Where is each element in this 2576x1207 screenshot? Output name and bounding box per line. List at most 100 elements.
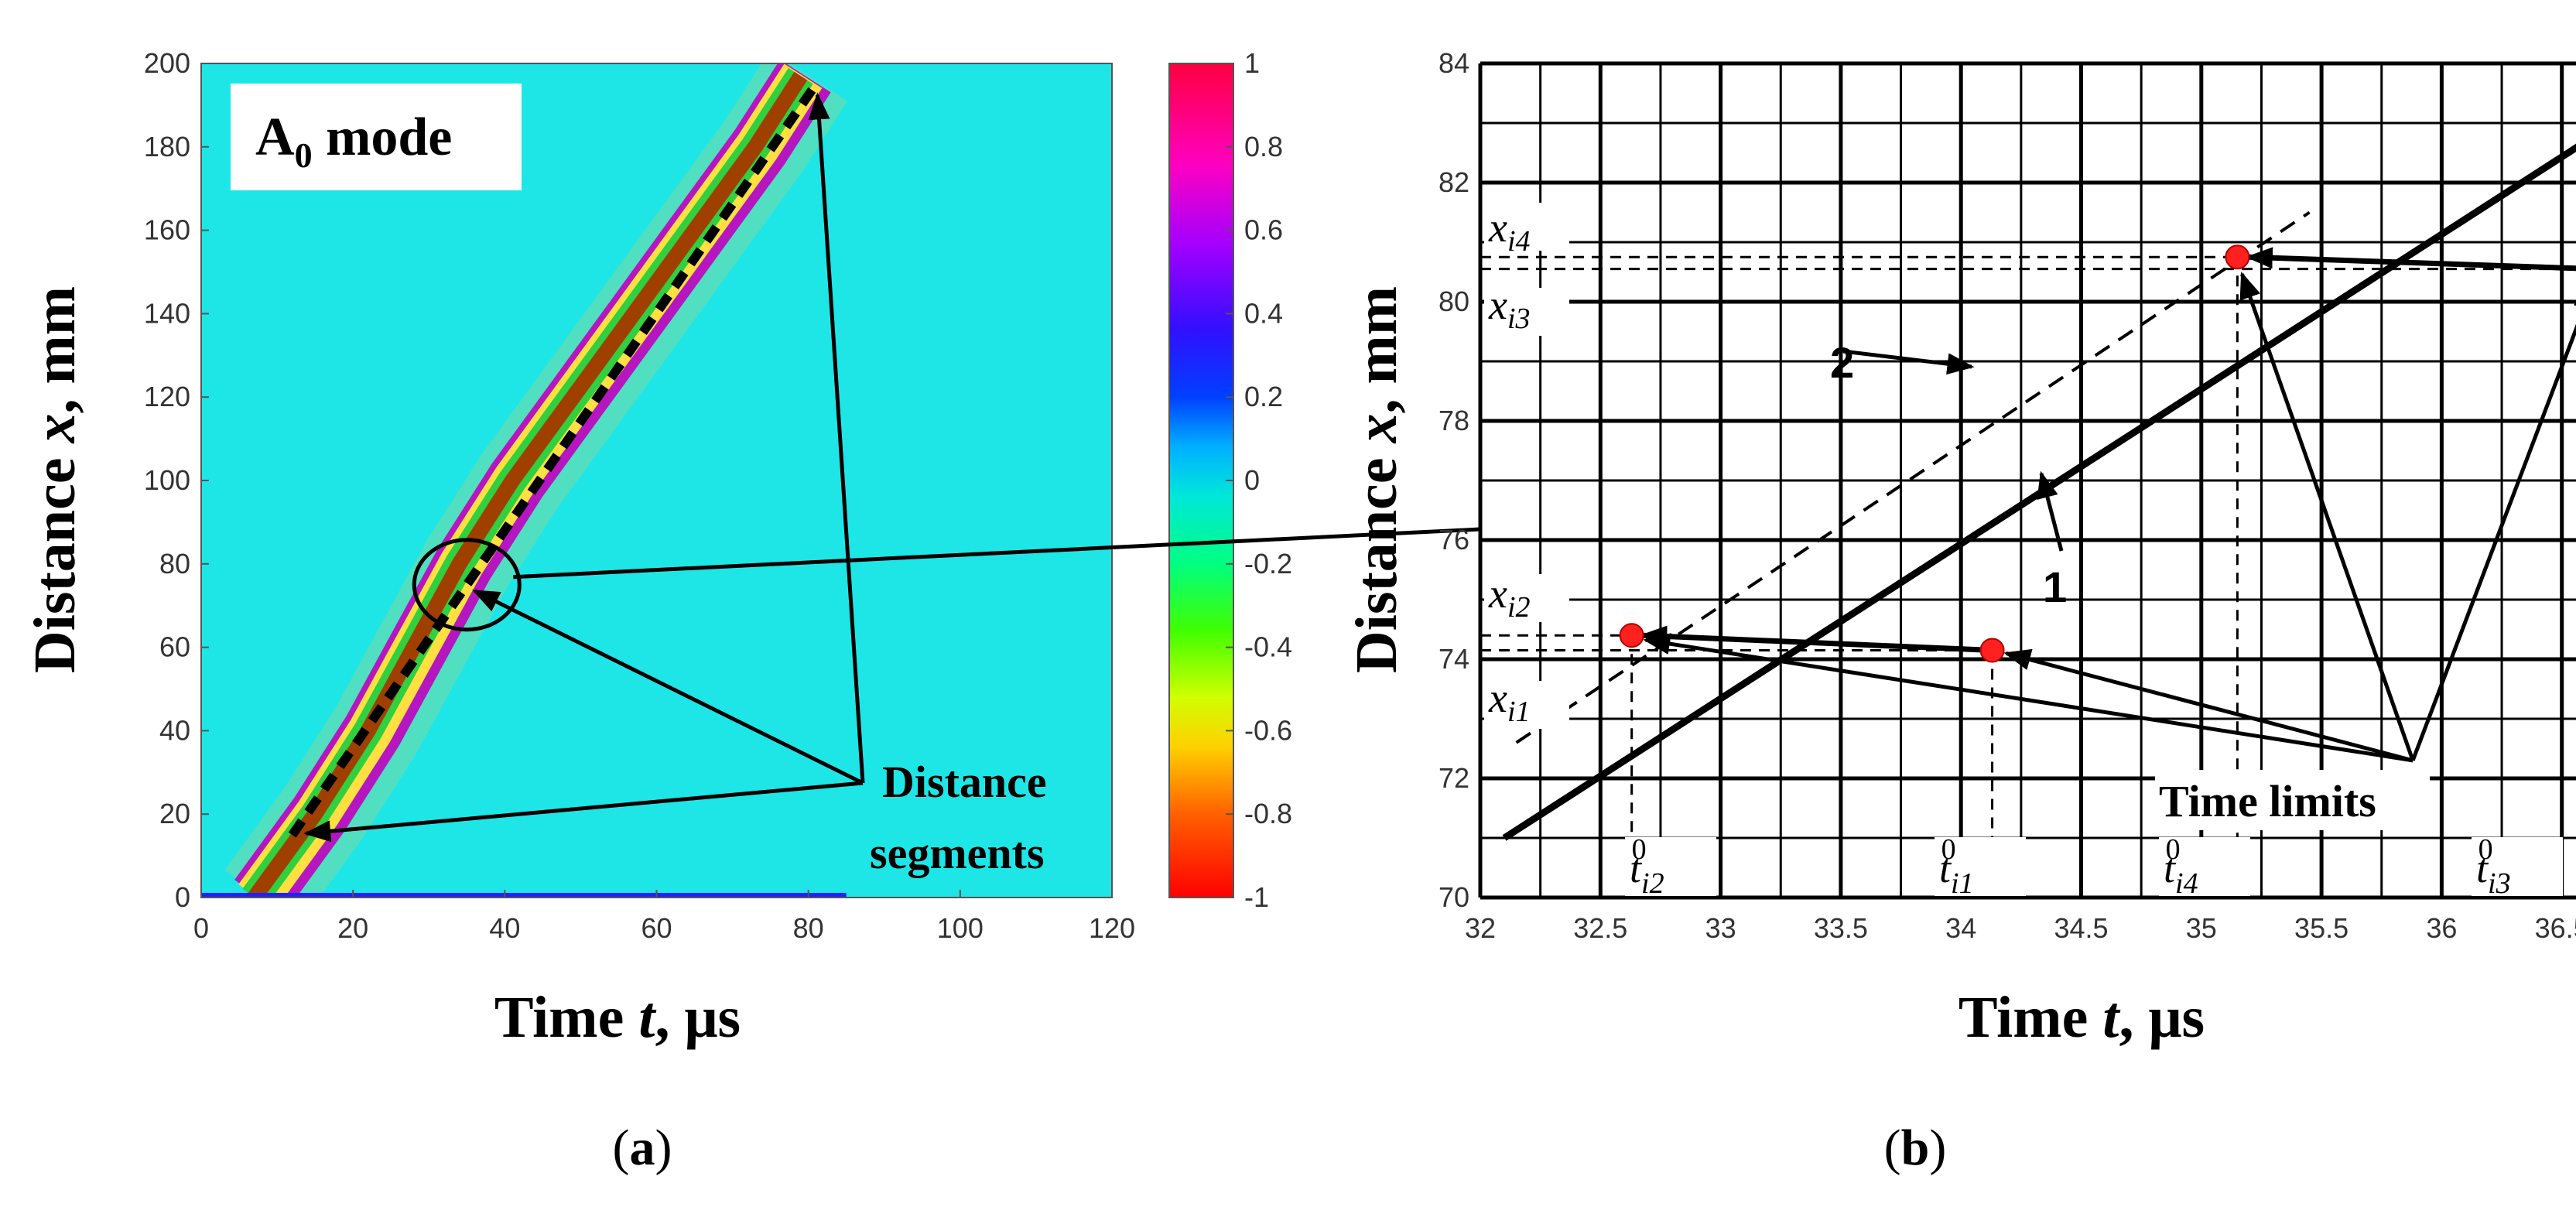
series-lines bbox=[1502, 143, 2576, 841]
arrow-limits-to-i2 bbox=[1643, 633, 2414, 763]
mode-label: A0 mode bbox=[255, 108, 452, 175]
y-tick-label-b: 76 bbox=[1439, 524, 1469, 556]
y-tick-label-b: 84 bbox=[1439, 47, 1469, 79]
series-line-1 bbox=[1502, 143, 2576, 841]
colorbar-tick-label: -0.6 bbox=[1244, 714, 1292, 746]
y-tick-label-a: 100 bbox=[144, 464, 190, 496]
arrow-to-bottom-segment bbox=[303, 781, 864, 843]
y-tick-label-b: 82 bbox=[1439, 166, 1469, 198]
distance-segments-line1: Distance bbox=[882, 757, 1047, 807]
label-x-i4: xi4 bbox=[1488, 204, 1531, 258]
y-tick-label-a: 60 bbox=[159, 631, 190, 663]
x-tick-label-a: 40 bbox=[489, 912, 520, 944]
annotation-arrows-a bbox=[303, 92, 865, 843]
colorbar-tick-label: 0.8 bbox=[1244, 131, 1283, 162]
arrow-to-mid-segment bbox=[472, 589, 864, 785]
label-x-i1: xi1 bbox=[1488, 675, 1531, 728]
y-axis-label-b: Distance x, mm bbox=[1344, 286, 1409, 673]
t-limit-labels: ti20 ti10 ti40 ti30 bbox=[1625, 833, 2563, 900]
y-tick-label-b: 70 bbox=[1439, 881, 1469, 913]
colorbar-tick-label: -0.4 bbox=[1244, 631, 1292, 663]
y-axis-ticks-a: 0 20 40 60 80 100 120 140 160 180 200 bbox=[144, 47, 209, 913]
label-t-i2: ti20 bbox=[1630, 833, 1664, 900]
x-tick-label-a: 0 bbox=[193, 912, 209, 944]
x-tick-label-a: 20 bbox=[337, 912, 368, 944]
line-label-1: 1 bbox=[2043, 562, 2067, 611]
y-tick-label-a: 120 bbox=[144, 381, 190, 412]
label-t-i4: ti40 bbox=[2164, 833, 2198, 900]
grid-b bbox=[1478, 61, 2576, 900]
limit-point-i2 bbox=[1619, 623, 1644, 648]
arrow-label-1 bbox=[2037, 470, 2064, 552]
x-tick-label-b: 33.5 bbox=[1814, 912, 1868, 944]
colorbar bbox=[1168, 63, 1234, 898]
y-tick-label-a: 180 bbox=[144, 131, 190, 162]
line-label-2: 2 bbox=[1830, 338, 1854, 387]
colorbar-ticks: 1 0.8 0.6 0.4 0.2 0 -0.2 -0.4 -0.6 -0.8 -1 bbox=[1226, 47, 1292, 913]
x-axis-label-a: Time t, μs bbox=[494, 985, 741, 1050]
y-tick-label-a: 20 bbox=[159, 798, 190, 829]
label-t-i3: ti30 bbox=[2476, 833, 2511, 900]
y-tick-label-b: 74 bbox=[1439, 643, 1469, 675]
panel-b: 70 72 74 76 78 80 82 84 32 32.5 33 33.5 34 34.5 35 35.… bbox=[1344, 47, 2576, 1176]
x-tick-label-a: 80 bbox=[793, 912, 824, 944]
x-tick-label-b: 35 bbox=[2186, 912, 2217, 944]
colorbar-tick-label: -0.8 bbox=[1244, 798, 1292, 829]
limit-point-i1 bbox=[1979, 638, 2005, 663]
x-axis-label-b: Time t, μs bbox=[1959, 985, 2205, 1050]
limit-points bbox=[1619, 244, 2250, 663]
label-x-i3: xi3 bbox=[1488, 282, 1531, 335]
x-tick-label-b: 33 bbox=[1705, 912, 1736, 944]
y-tick-label-b: 80 bbox=[1439, 286, 1469, 317]
arrow-limits-to-i4 bbox=[2239, 271, 2415, 761]
colorbar-tick-label: 0.4 bbox=[1244, 297, 1283, 329]
y-tick-label-a: 200 bbox=[144, 47, 190, 79]
arrow-limits-to-i3 bbox=[2410, 283, 2576, 761]
y-tick-label-a: 80 bbox=[159, 548, 190, 580]
label-x-i2: xi2 bbox=[1488, 570, 1531, 624]
y-tick-label-a: 140 bbox=[144, 297, 190, 329]
arrow-to-top-segment bbox=[808, 92, 865, 784]
x-tick-label-b: 36.5 bbox=[2535, 912, 2576, 944]
arrow-limits-to-i1 bbox=[2003, 648, 2414, 763]
wave-band bbox=[201, 63, 848, 898]
y-tick-label-a: 40 bbox=[159, 714, 190, 746]
colorbar-tick-label: 0.2 bbox=[1244, 381, 1283, 412]
mode-label-box bbox=[231, 84, 522, 190]
x-limit-labels: xi4 xi3 xi2 xi1 bbox=[1484, 203, 1569, 729]
y-tick-label-a: 160 bbox=[144, 214, 190, 246]
panel-label-b: (b) bbox=[1884, 1120, 1947, 1176]
arrow-i3-i4 bbox=[2245, 247, 2576, 272]
y-tick-label-b: 78 bbox=[1439, 405, 1469, 436]
panel-label-a: (a) bbox=[613, 1120, 672, 1176]
time-limits-box bbox=[2155, 770, 2430, 830]
distance-segments-line2: segments bbox=[870, 828, 1045, 878]
arrow-i1-i2 bbox=[1640, 625, 1993, 653]
colorbar-tick-label: -1 bbox=[1244, 881, 1269, 913]
series-line-2 bbox=[1515, 210, 2311, 744]
arrow-label-2 bbox=[1842, 349, 1975, 375]
y-axis-ticks-b: 70 72 74 76 78 80 82 84 bbox=[1439, 47, 1469, 913]
colorbar-tick-label: -0.2 bbox=[1244, 548, 1292, 580]
time-limits-label: Time limits bbox=[2159, 776, 2376, 826]
annotation-arrows-b bbox=[1640, 247, 2576, 763]
x-tick-label-b: 34.5 bbox=[2054, 912, 2108, 944]
colorbar-tick-label: 0.6 bbox=[1244, 214, 1283, 246]
x-tick-label-b: 32 bbox=[1465, 912, 1496, 944]
x-tick-label-a: 120 bbox=[1089, 912, 1135, 944]
colorbar-tick-label: 0 bbox=[1244, 464, 1260, 496]
x-tick-label-a: 100 bbox=[937, 912, 984, 944]
x-tick-label-b: 36 bbox=[2426, 912, 2457, 944]
label-t-i1: ti10 bbox=[1939, 833, 1974, 900]
y-axis-label-a: Distance x, mm bbox=[22, 286, 87, 673]
limit-point-i4 bbox=[2225, 244, 2250, 270]
x-tick-label-b: 32.5 bbox=[1573, 912, 1627, 944]
y-tick-label-b: 72 bbox=[1439, 762, 1469, 794]
panel-a: 0 20 40 60 80 100 120 140 160 180 200 0 20 40 60 80 100… bbox=[22, 47, 1292, 1176]
x-tick-label-b: 34 bbox=[1945, 912, 1976, 944]
x-axis-ticks-a: 0 20 40 60 80 100 120 bbox=[193, 890, 1135, 944]
colorbar-tick-label: 1 bbox=[1244, 47, 1260, 79]
x-tick-label-a: 60 bbox=[641, 912, 672, 944]
